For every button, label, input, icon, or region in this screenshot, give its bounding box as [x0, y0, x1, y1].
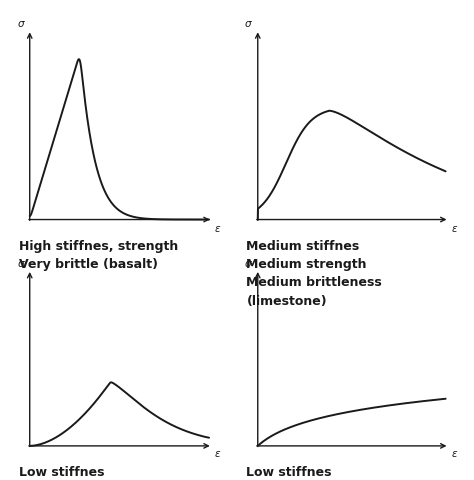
Text: ε: ε [451, 449, 457, 459]
Text: σ: σ [245, 19, 252, 29]
Text: ε: ε [214, 449, 220, 459]
Text: σ: σ [18, 19, 24, 29]
Text: Medium strength: Medium strength [246, 258, 367, 271]
Text: σ: σ [18, 259, 24, 269]
Text: Low stiffnes: Low stiffnes [19, 466, 104, 479]
Text: (limestone): (limestone) [246, 295, 327, 308]
Text: Very brittle (basalt): Very brittle (basalt) [19, 258, 158, 271]
Text: ε: ε [214, 224, 220, 234]
Text: Medium brittleness: Medium brittleness [246, 276, 382, 289]
Text: σ: σ [245, 259, 252, 269]
Text: Medium stiffnes: Medium stiffnes [246, 240, 360, 253]
Text: Low stiffnes: Low stiffnes [246, 466, 332, 479]
Text: High stiffnes, strength: High stiffnes, strength [19, 240, 178, 253]
Text: ε: ε [451, 224, 457, 234]
